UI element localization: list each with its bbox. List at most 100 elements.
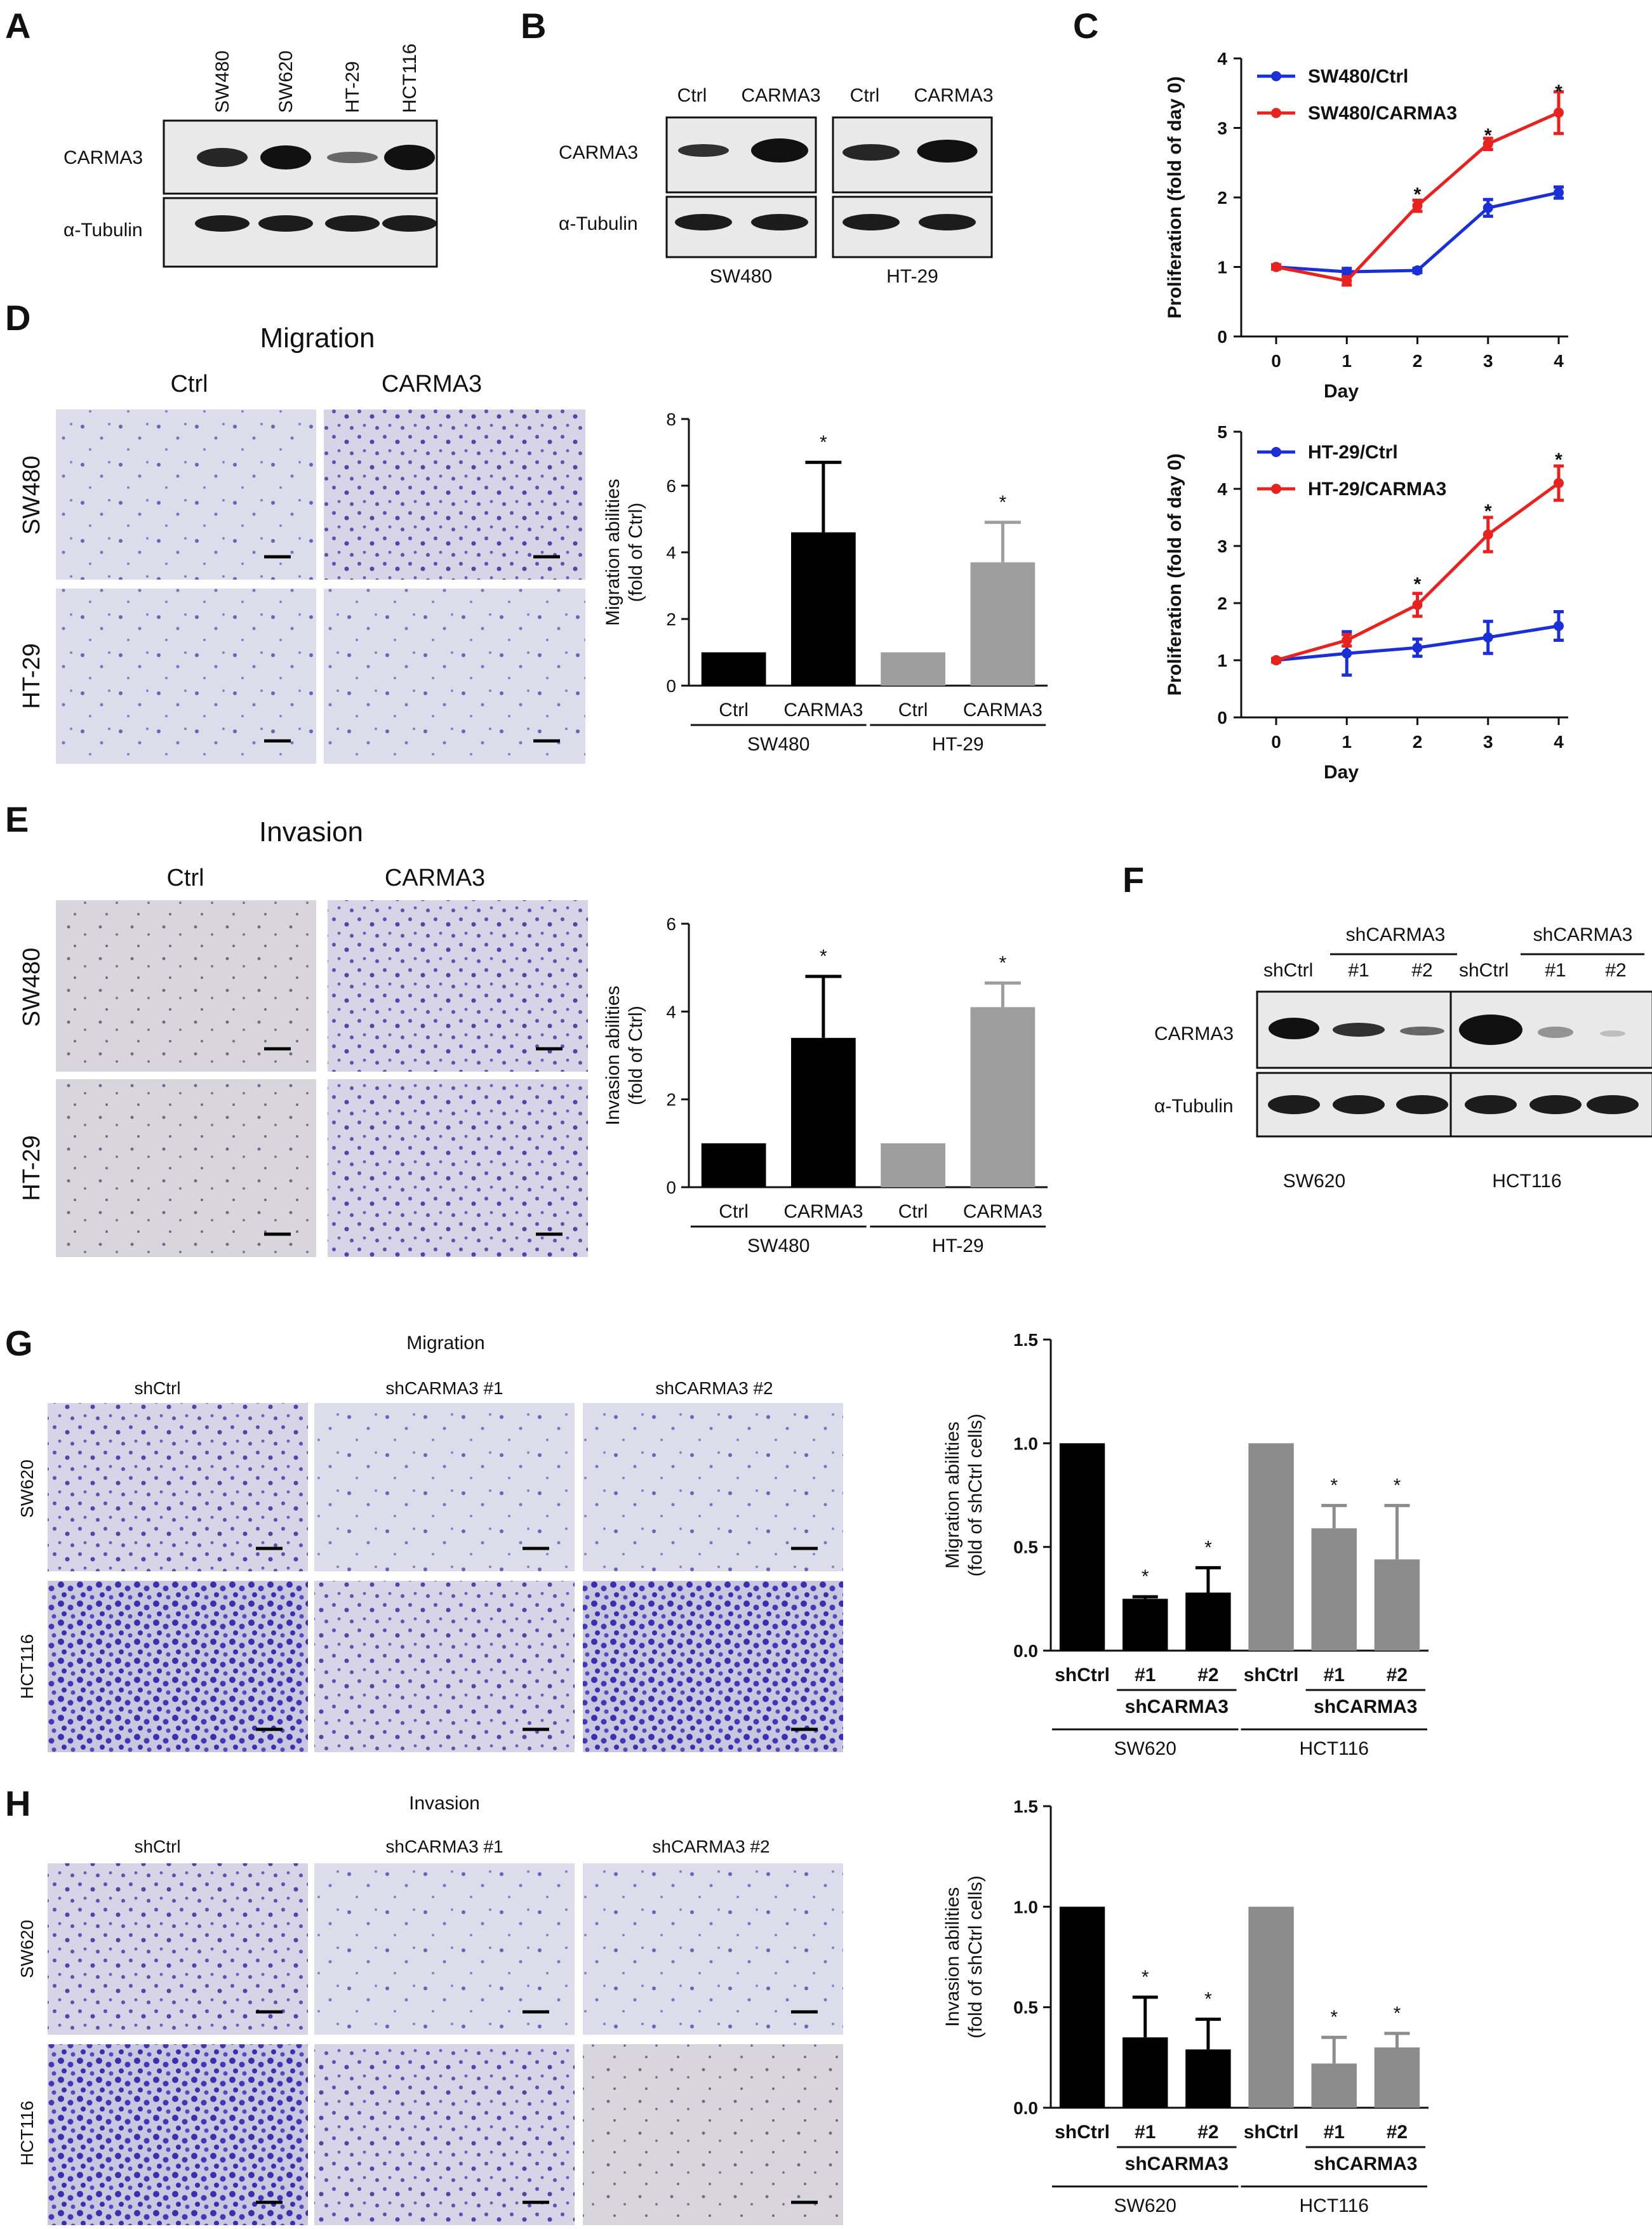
y-tick-label: 1.5 [1013,1797,1038,1816]
band-b-carma3 [917,140,978,163]
data-point [1412,201,1423,211]
y-tick-label: 4 [666,1002,676,1021]
row-label-h-sw620: SW620 [17,1920,37,1978]
y-tick-label: 4 [666,543,676,562]
y-axis-label: Invasion abilities [603,985,623,1125]
y-axis-label: Proliferation (fold of day 0) [1164,453,1185,696]
row-label-e-sw480: SW480 [18,948,45,1027]
x-tick-label: 4 [1554,732,1564,752]
micro-d-ht29-ctrl [56,589,316,764]
bar [881,652,945,686]
y-tick-label: 6 [666,476,676,496]
category-label: #1 [1324,1665,1345,1686]
significance-mark: * [999,952,1007,973]
lane-label-f: shCtrl [1459,960,1509,981]
y-tick-label: 1.5 [1013,1330,1038,1350]
category-label: #2 [1197,1665,1218,1686]
data-point [1412,599,1423,610]
bar [970,1007,1036,1187]
band-a-carma3 [384,145,435,170]
significance-mark: * [999,492,1007,513]
category-label: CARMA3 [963,700,1042,721]
legend-label: HT-29/CARMA3 [1308,479,1446,500]
category-label: #2 [1387,1665,1408,1686]
significance-mark: * [1414,574,1422,595]
lane-label-f: #1 [1348,960,1369,981]
x-tick-label: 2 [1413,732,1423,752]
y-axis-label: Migration abilities [942,1421,963,1569]
micro-g-sw620-sh1 [314,1403,575,1571]
row-label-g-hct116: HCT116 [17,1634,37,1699]
group-label: HT-29 [932,734,984,755]
row-label-h-hct116: HCT116 [17,2101,37,2166]
row-label-b-tubulin: α-Tubulin [559,213,638,234]
category-label: #1 [1135,2122,1156,2143]
legend-marker [1271,108,1281,118]
y-tick-label: 0 [1217,708,1227,728]
row-label-f-tubulin: α-Tubulin [1154,1096,1234,1117]
micro-e-ht29-ctrl [56,1079,316,1257]
significance-mark: * [1555,449,1562,470]
panel-letter-e: E [5,799,29,839]
col-label-g: shCARMA3 #1 [385,1378,503,1398]
band-f-tubulin [1587,1095,1639,1114]
bar [701,1143,766,1187]
lane-label-b: CARMA3 [741,85,820,106]
micro-e-sw480-ctrl [56,900,316,1072]
panel-letter-g: G [5,1323,33,1363]
category-label: Ctrl [898,700,928,721]
micro-d-sw480-carma3 [324,409,585,580]
category-label: #1 [1135,1665,1156,1686]
data-point [1554,187,1564,198]
col-label-e: Ctrl [166,865,204,891]
band-f-carma3 [1269,1018,1319,1039]
panel-title-e: Invasion [259,816,363,848]
micro-g-hct116-sh1 [314,1581,575,1752]
band-b-tubulin [675,214,732,230]
row-label-a-tubulin: α-Tubulin [63,220,143,241]
bar [791,532,856,686]
x-tick-label: 1 [1342,351,1352,371]
significance-mark: * [820,432,827,453]
bar [1248,1443,1294,1651]
panel-letter-f: F [1122,860,1144,900]
significance-mark: * [1484,125,1492,146]
band-b-carma3 [751,138,808,163]
y-tick-label: 1 [1217,258,1227,277]
y-tick-label: 5 [1217,422,1227,442]
subgroup-label: shCARMA3 [1314,1696,1417,1717]
band-f-carma3 [1600,1030,1625,1037]
y-axis-label-sub: (fold of shCtrl cells) [965,1875,986,2039]
data-point [1271,262,1281,272]
micro-g-sw620-sh2 [583,1403,843,1571]
bar [791,1037,856,1187]
panel-letter-h: H [5,1783,30,1823]
y-tick-label: 4 [1217,479,1227,499]
col-label-d: CARMA3 [382,371,482,397]
col-label-g: shCARMA3 #2 [655,1378,773,1398]
y-tick-label: 1.0 [1013,1897,1038,1917]
category-label: shCtrl [1244,2122,1299,2143]
category-label: shCtrl [1055,1665,1110,1686]
bar-chart-e [681,922,1048,1228]
data-point [1342,635,1352,646]
band-a-carma3 [260,145,311,170]
x-tick-label: 0 [1271,351,1281,371]
data-point [1412,265,1423,276]
bar [1122,1599,1168,1651]
category-label: #1 [1324,2122,1345,2143]
micro-d-ht29-carma3 [324,589,585,764]
lane-label-b: Ctrl [677,85,707,106]
row-label-d-ht29: HT-29 [18,643,45,709]
category-label: CARMA3 [783,1201,863,1222]
data-point [1482,632,1493,642]
data-point [1342,267,1352,277]
data-point [1482,138,1493,149]
group-label-f-hct116: HCT116 [1492,1171,1561,1192]
data-point [1271,655,1281,665]
category-label: #2 [1387,2122,1408,2143]
data-point [1554,107,1564,118]
row-label-f-carma3: CARMA3 [1154,1023,1234,1044]
panel-letter-d: D [5,298,30,338]
